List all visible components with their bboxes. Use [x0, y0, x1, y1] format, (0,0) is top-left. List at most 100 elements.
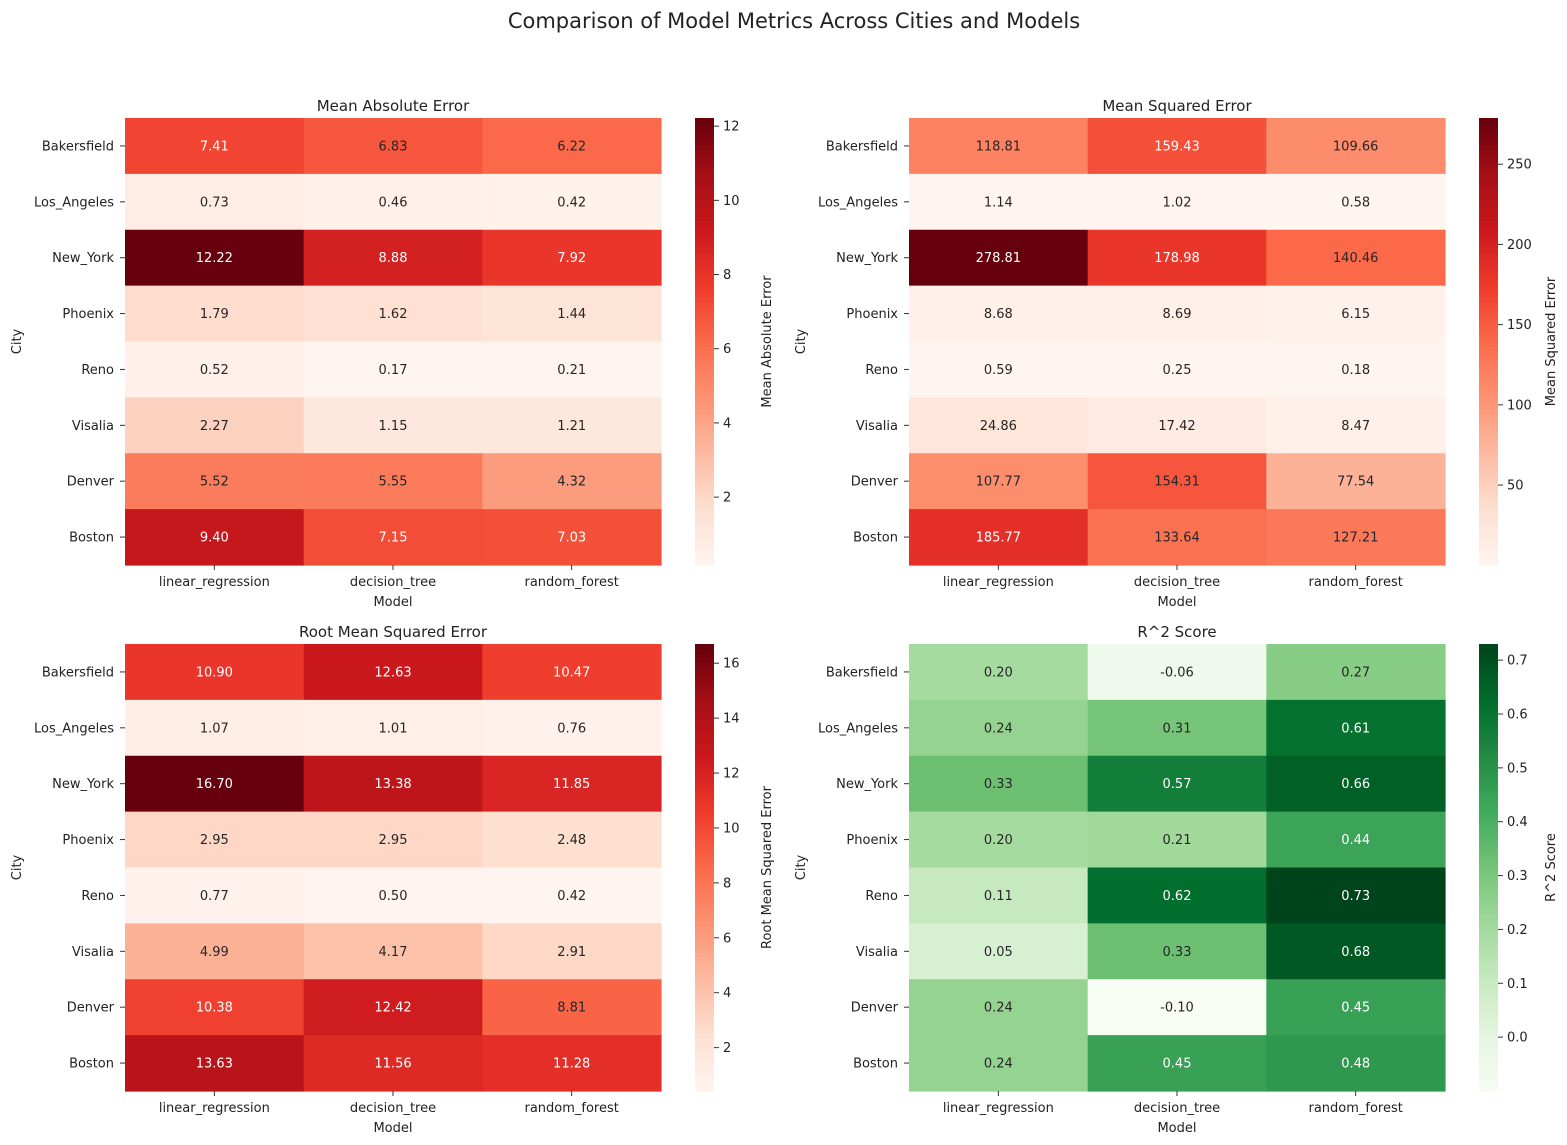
- colorbar-segment: [1479, 903, 1498, 909]
- colorbar-segment: [695, 898, 714, 904]
- cell-value-label: 10.90: [196, 665, 233, 680]
- y-axis-label: City: [10, 328, 25, 354]
- heatmap-cell: [1087, 118, 1267, 175]
- colorbar-segment: [1479, 211, 1498, 217]
- colorbar-segment: [695, 430, 714, 436]
- colorbar-segment: [695, 238, 714, 244]
- colorbar-segment: [695, 140, 714, 146]
- heatmap-cell: [1266, 699, 1446, 757]
- colorbar-segment: [1479, 359, 1498, 365]
- colorbar-segment: [695, 149, 714, 155]
- y-tick-label: Reno: [865, 889, 898, 904]
- colorbar-segment: [1479, 167, 1498, 173]
- heatmap-cell: [482, 118, 662, 175]
- cell-value-label: 4.17: [379, 945, 408, 960]
- cell-value-label: 0.68: [1341, 945, 1370, 960]
- colorbar-segment: [1479, 728, 1498, 734]
- colorbar-segment: [695, 688, 714, 694]
- colorbar-segment: [1479, 1032, 1498, 1038]
- colorbar-segment: [695, 345, 714, 352]
- heatmap-cell: [125, 397, 305, 454]
- y-tick-label: Bakersfield: [826, 139, 898, 154]
- colorbar-segment: [695, 189, 714, 195]
- colorbar-segment: [1479, 314, 1498, 320]
- colorbar-segment: [695, 368, 714, 374]
- heatmap-cell: [1266, 285, 1446, 343]
- colorbar-segment: [1479, 822, 1498, 828]
- colorbar-segment: [1479, 457, 1498, 463]
- colorbar-segment: [695, 359, 714, 365]
- heatmap-cell: [909, 397, 1089, 454]
- heatmap-cell: [482, 341, 662, 398]
- colorbar-tick-label: 6: [723, 931, 731, 946]
- heatmap-cell: [303, 285, 483, 343]
- cell-value-label: 1.07: [200, 721, 229, 736]
- cell-value-label: 0.77: [200, 889, 229, 904]
- cell-value-label: 2.91: [557, 945, 586, 960]
- colorbar-segment: [1479, 1001, 1498, 1007]
- cell-value-label: -0.10: [1160, 1001, 1194, 1016]
- colorbar-segment: [695, 702, 714, 708]
- colorbar-segment: [695, 737, 714, 743]
- colorbar-tick-label: 8: [723, 268, 731, 283]
- colorbar-segment: [695, 354, 714, 360]
- colorbar-segment: [695, 997, 714, 1003]
- heatmap-cell: [303, 229, 483, 287]
- colorbar-segment: [695, 421, 714, 428]
- colorbar-segment: [695, 444, 714, 450]
- colorbar-segment: [1479, 345, 1498, 352]
- colorbar-segment: [1479, 426, 1498, 432]
- colorbar-segment: [695, 773, 714, 779]
- colorbar-segment: [695, 515, 714, 521]
- colorbar-segment: [1479, 520, 1498, 526]
- colorbar-segment: [1479, 319, 1498, 325]
- colorbar-segment: [695, 858, 714, 864]
- colorbar-segment: [695, 502, 714, 508]
- y-tick-label: Boston: [853, 531, 898, 546]
- heatmap-cell: [1266, 644, 1446, 701]
- colorbar-segment: [1479, 675, 1498, 681]
- colorbar-segment: [1479, 644, 1498, 650]
- cell-value-label: 0.17: [379, 363, 408, 378]
- colorbar-segment: [695, 983, 714, 989]
- colorbar-segment: [695, 305, 714, 311]
- cell-value-label: 7.92: [557, 251, 586, 266]
- colorbar-segment: [1479, 702, 1498, 708]
- colorbar-segment: [695, 1037, 714, 1043]
- cell-value-label: 1.15: [379, 419, 408, 434]
- heatmap-cell: [909, 453, 1089, 510]
- colorbar-tick-label: 6: [723, 342, 731, 357]
- colorbar-segment: [695, 988, 714, 994]
- colorbar-tick-label: 50: [1507, 479, 1524, 494]
- cell-value-label: 0.11: [984, 889, 1013, 904]
- colorbar-segment: [695, 831, 714, 837]
- heatmap-cell: [482, 979, 662, 1036]
- colorbar-segment: [1479, 648, 1498, 654]
- colorbar-segment: [1479, 1010, 1498, 1016]
- cell-value-label: 9.40: [200, 531, 229, 546]
- colorbar-segment: [695, 529, 714, 535]
- cell-value-label: 24.86: [980, 419, 1017, 434]
- colorbar-segment: [1479, 880, 1498, 886]
- heatmap-cell: [1087, 867, 1267, 924]
- colorbar-segment: [1479, 126, 1498, 133]
- cell-value-label: 77.54: [1337, 475, 1374, 490]
- cell-value-label: 6.15: [1341, 307, 1370, 322]
- colorbar-segment: [1479, 497, 1498, 504]
- colorbar-segment: [695, 426, 714, 432]
- heatmap-cell: [1087, 644, 1267, 701]
- colorbar-segment: [695, 697, 714, 703]
- heatmap-cell: [303, 173, 483, 231]
- heatmap-cell: [303, 979, 483, 1036]
- colorbar-segment: [1479, 202, 1498, 208]
- colorbar-segment: [695, 471, 714, 477]
- heatmap-cell: [909, 341, 1089, 398]
- cell-value-label: 1.01: [379, 721, 408, 736]
- heatmap-cell: [1087, 1035, 1267, 1092]
- colorbar-segment: [695, 453, 714, 459]
- colorbar-segment: [695, 363, 714, 369]
- colorbar-segment: [695, 1041, 714, 1047]
- colorbar-segment: [1479, 760, 1498, 766]
- colorbar-segment: [695, 328, 714, 334]
- heatmap-cell: [482, 453, 662, 510]
